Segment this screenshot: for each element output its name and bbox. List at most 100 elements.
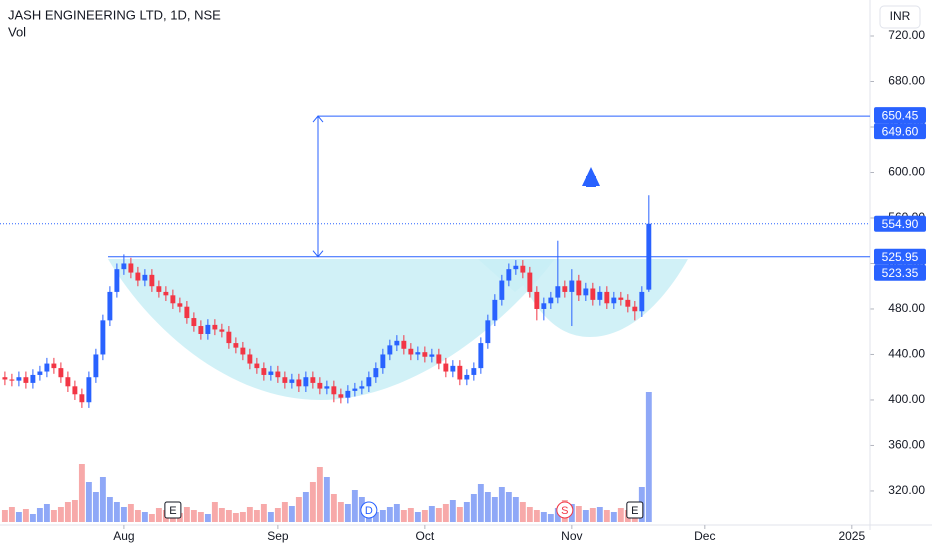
volume-bar	[610, 512, 617, 522]
volume-bar	[190, 510, 197, 522]
event-marker	[164, 501, 182, 519]
candle-body	[366, 377, 372, 387]
candle-body	[527, 272, 533, 292]
y-tick-label: 720.00	[888, 28, 925, 42]
candle-body	[394, 340, 400, 346]
volume-bar	[323, 477, 330, 522]
candle-body	[149, 274, 155, 287]
candle-body	[65, 377, 71, 387]
volume-bar	[309, 482, 316, 522]
volume-bar	[421, 510, 428, 522]
volume-bar	[197, 512, 204, 522]
volume-bar	[281, 502, 288, 522]
candle-body	[30, 374, 36, 383]
candle-body	[443, 363, 449, 372]
candle-body	[156, 286, 162, 292]
volume-bar	[43, 504, 50, 522]
volume-bar	[106, 497, 113, 522]
volume-bar	[491, 497, 498, 522]
candle-body	[471, 368, 477, 375]
volume-bar	[540, 512, 547, 522]
volume-bar	[456, 507, 463, 522]
price-tag-label: 525.95	[882, 250, 919, 264]
candle-body	[86, 377, 92, 403]
price-tag-label: 649.60	[882, 124, 919, 138]
candle-body	[233, 343, 239, 348]
volume-bar	[337, 502, 344, 522]
volume-bar	[120, 507, 127, 522]
candle-body	[142, 274, 148, 281]
volume-bar	[92, 492, 99, 522]
candle-body	[359, 386, 365, 389]
candle-body	[632, 306, 638, 312]
candle-body	[324, 386, 330, 389]
price-tag-label: 523.35	[882, 266, 919, 280]
volume-bar	[295, 497, 302, 522]
volume-bar	[57, 507, 64, 522]
event-marker	[556, 501, 574, 519]
x-tick-label: Aug	[113, 529, 134, 543]
candle-body	[121, 263, 127, 270]
volume-bar	[134, 510, 141, 522]
candle-body	[387, 345, 393, 355]
volume-bar	[204, 514, 211, 522]
candle-body	[170, 295, 176, 304]
measure-head	[312, 115, 324, 123]
volume-bar	[589, 508, 596, 522]
volume-bar	[113, 502, 120, 522]
volume-bar	[470, 494, 477, 522]
candle-body	[352, 388, 358, 391]
candle-body	[450, 365, 456, 372]
event-marker	[360, 501, 378, 519]
candle-body	[275, 371, 281, 378]
y-tick-label: 360.00	[888, 438, 925, 452]
volume-bar	[232, 513, 239, 522]
candle-body	[289, 379, 295, 383]
candle-body	[93, 354, 99, 378]
candle-body	[191, 318, 197, 327]
candle-body	[415, 352, 421, 355]
volume-bar	[239, 512, 246, 522]
volume-bar	[393, 504, 400, 522]
candle-body	[618, 297, 624, 300]
volume-bar	[344, 504, 351, 522]
volume-bar	[428, 506, 435, 522]
volume-bar	[288, 506, 295, 522]
candle-body	[100, 320, 106, 355]
volume-bar	[218, 508, 225, 522]
candle-body	[72, 386, 78, 395]
candle-body	[401, 340, 407, 349]
candle-body	[16, 377, 22, 381]
volume-bar	[260, 504, 267, 522]
candle-body	[408, 348, 414, 355]
volume-bar	[582, 510, 589, 522]
volume-bar	[617, 508, 624, 522]
candle-body	[485, 320, 491, 344]
volume-bar	[379, 510, 386, 522]
candle-body	[576, 280, 582, 296]
candle-body	[317, 382, 323, 389]
price-tag	[874, 264, 926, 281]
volume-bar	[274, 508, 281, 522]
candle-body	[380, 354, 386, 369]
candle-body	[429, 354, 435, 357]
volume-bar	[183, 507, 190, 522]
candle-body	[37, 371, 43, 375]
candle-body	[345, 390, 351, 398]
candle-body	[282, 377, 288, 383]
candle-body	[296, 379, 302, 387]
candle-body	[135, 272, 141, 281]
currency-box[interactable]	[879, 5, 921, 29]
candle-body	[541, 303, 547, 309]
volume-bar	[29, 514, 36, 522]
candle-body	[625, 299, 631, 307]
x-tick-label: Sep	[267, 529, 289, 543]
candle-body	[590, 288, 596, 300]
currency[interactable]: INR	[890, 9, 911, 23]
y-tick-label: 440.00	[888, 347, 925, 361]
candle-body	[247, 354, 253, 364]
volume-bar	[505, 492, 512, 522]
candle-body	[163, 291, 169, 296]
volume-bar	[316, 467, 323, 522]
